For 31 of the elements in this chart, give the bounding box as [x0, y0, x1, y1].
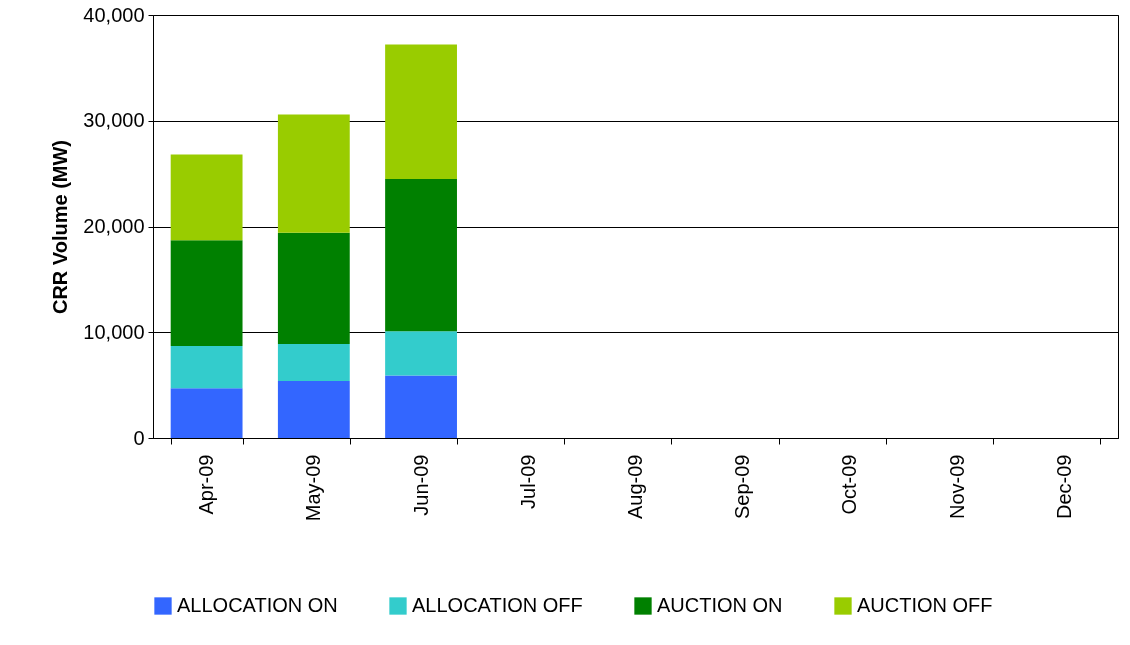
y-tick-label: 30,000 — [83, 109, 145, 132]
x-tick-label: Jun-09 — [409, 454, 432, 516]
x-tick-label: Jul-09 — [516, 454, 539, 509]
bar — [385, 375, 457, 438]
bar — [170, 240, 243, 346]
bar — [277, 232, 350, 344]
y-axis-title: CRR Volume (MW) — [49, 139, 72, 315]
bar — [385, 178, 457, 332]
y-tick-label: 20,000 — [83, 215, 145, 237]
bar — [170, 346, 243, 389]
x-tick-label: Oct-09 — [838, 454, 861, 515]
x-tick-label: Sep-09 — [731, 454, 754, 519]
y-tick-label: 40,000 — [83, 3, 145, 26]
bar — [385, 44, 457, 179]
bar — [277, 380, 350, 438]
x-tick-label: Nov-09 — [945, 454, 968, 519]
y-tick-label: 10,000 — [83, 320, 145, 343]
legend-label: AUCTION OFF — [857, 594, 993, 616]
legend-label: ALLOCATION ON — [177, 594, 338, 616]
bar — [170, 154, 243, 241]
bar — [385, 331, 457, 376]
x-tick-label: May-09 — [302, 454, 325, 522]
bar — [170, 388, 243, 438]
legend-label: ALLOCATION OFF — [412, 594, 583, 616]
x-tick-label: Apr-09 — [195, 454, 218, 515]
bar — [277, 343, 350, 381]
x-tick-label: Dec-09 — [1052, 454, 1075, 519]
legend-label: AUCTION ON — [657, 594, 783, 616]
x-tick-label: Aug-09 — [624, 454, 646, 519]
bar — [277, 114, 350, 233]
y-tick-label: 0 — [133, 426, 145, 449]
